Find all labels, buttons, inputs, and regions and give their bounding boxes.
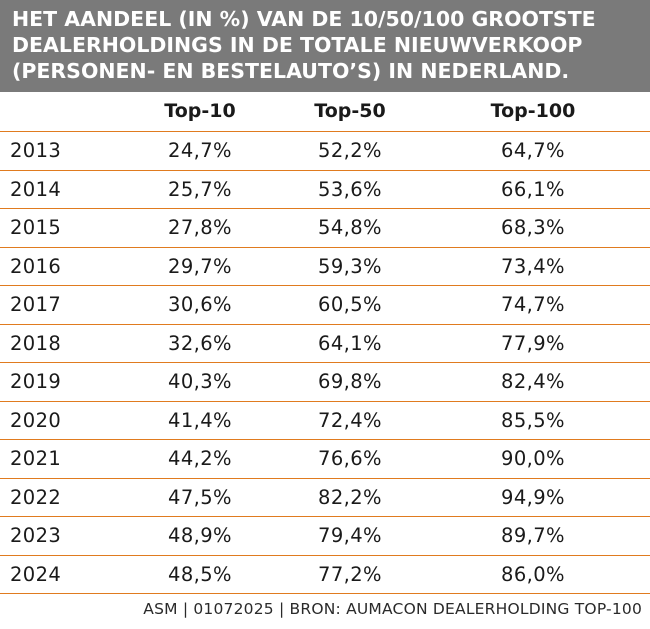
value-cell-top-100: 82,4%: [501, 370, 565, 393]
table-row: 2019 40,3% 69,8% 82,4%: [0, 363, 650, 402]
value-cell-top-100: 94,9%: [501, 485, 565, 509]
value-cell-top-10: 30,6%: [168, 293, 232, 316]
year-cell: 2017: [10, 293, 62, 316]
table-row: 2024 48,5% 77,2% 86,0%: [0, 556, 650, 594]
year-cell: 2016: [10, 254, 62, 278]
value-cell-top-50: 60,5%: [318, 293, 382, 316]
value-cell-top-50: 59,3%: [318, 254, 382, 278]
table-row: 2015 27,8% 54,8% 68,3%: [0, 209, 650, 248]
value-cell-top-50: 53,6%: [318, 177, 382, 201]
table-row: 2021 44,2% 76,6% 90,0%: [0, 440, 650, 479]
value-cell-top-50: 64,1%: [318, 331, 382, 355]
source-footer: ASM | 01072025 | BRON: AUMACON DEALERHOL…: [143, 600, 642, 618]
year-cell: 2013: [10, 139, 62, 162]
value-cell-top-10: 47,5%: [168, 485, 232, 509]
table-row: 2013 24,7% 52,2% 64,7%: [0, 132, 650, 171]
chart-title-line-1: HET AANDEEL (IN %) VAN DE 10/50/100 GROO…: [12, 7, 596, 31]
value-cell-top-50: 69,8%: [318, 370, 382, 393]
value-cell-top-10: 44,2%: [168, 447, 232, 470]
value-cell-top-100: 86,0%: [501, 562, 565, 586]
value-cell-top-10: 27,8%: [168, 216, 232, 239]
value-cell-top-50: 77,2%: [318, 562, 382, 586]
column-header-top-50: Top-50: [314, 100, 386, 122]
value-cell-top-100: 68,3%: [501, 216, 565, 239]
title-banner: HET AANDEEL (IN %) VAN DE 10/50/100 GROO…: [0, 0, 650, 92]
value-cell-top-100: 89,7%: [501, 524, 565, 547]
value-cell-top-100: 77,9%: [501, 331, 565, 355]
table-row: 2022 47,5% 82,2% 94,9%: [0, 479, 650, 517]
table-row: 2014 25,7% 53,6% 66,1%: [0, 171, 650, 209]
value-cell-top-100: 73,4%: [501, 254, 565, 278]
table-row: 2020 41,4% 72,4% 85,5%: [0, 402, 650, 440]
year-cell: 2022: [10, 485, 62, 509]
value-cell-top-100: 90,0%: [501, 447, 565, 470]
year-cell: 2023: [10, 524, 62, 547]
value-cell-top-50: 82,2%: [318, 485, 382, 509]
value-cell-top-50: 76,6%: [318, 447, 382, 470]
value-cell-top-10: 24,7%: [168, 139, 232, 162]
value-cell-top-50: 79,4%: [318, 524, 382, 547]
chart-title-line-3: (PERSONEN- EN BESTELAUTO’S) IN NEDERLAND…: [12, 59, 570, 83]
year-cell: 2021: [10, 447, 62, 470]
chart-title-line-2: DEALERHOLDINGS IN DE TOTALE NIEUWVERKOOP: [12, 33, 583, 57]
value-cell-top-100: 85,5%: [501, 408, 565, 432]
table-row: 2017 30,6% 60,5% 74,7%: [0, 286, 650, 325]
table-row: 2018 32,6% 64,1% 77,9%: [0, 325, 650, 363]
value-cell-top-10: 41,4%: [168, 408, 232, 432]
value-cell-top-10: 32,6%: [168, 331, 232, 355]
year-cell: 2014: [10, 177, 62, 201]
table-body: 2013 24,7% 52,2% 64,7% 2014 25,7% 53,6% 66,1% 20…: [0, 132, 650, 594]
table-row: 2023 48,9% 79,4% 89,7%: [0, 517, 650, 556]
value-cell-top-50: 54,8%: [318, 216, 382, 239]
value-cell-top-100: 74,7%: [501, 293, 565, 316]
value-cell-top-10: 40,3%: [168, 370, 232, 393]
year-cell: 2024: [10, 562, 62, 586]
value-cell-top-100: 66,1%: [501, 177, 565, 201]
year-cell: 2019: [10, 370, 62, 393]
value-cell-top-100: 64,7%: [501, 139, 565, 162]
column-header-top-10: Top-10: [164, 100, 236, 122]
column-header-top-100: Top-100: [490, 100, 576, 122]
year-cell: 2018: [10, 331, 62, 355]
value-cell-top-10: 48,5%: [168, 562, 232, 586]
value-cell-top-50: 52,2%: [318, 139, 382, 162]
year-cell: 2015: [10, 216, 62, 239]
table-row: 2016 29,7% 59,3% 73,4%: [0, 248, 650, 286]
value-cell-top-10: 25,7%: [168, 177, 232, 201]
value-cell-top-50: 72,4%: [318, 408, 382, 432]
value-cell-top-10: 29,7%: [168, 254, 232, 278]
year-cell: 2020: [10, 408, 62, 432]
value-cell-top-10: 48,9%: [168, 524, 232, 547]
table-header-row: Top-10 Top-50 Top-100: [0, 92, 650, 132]
